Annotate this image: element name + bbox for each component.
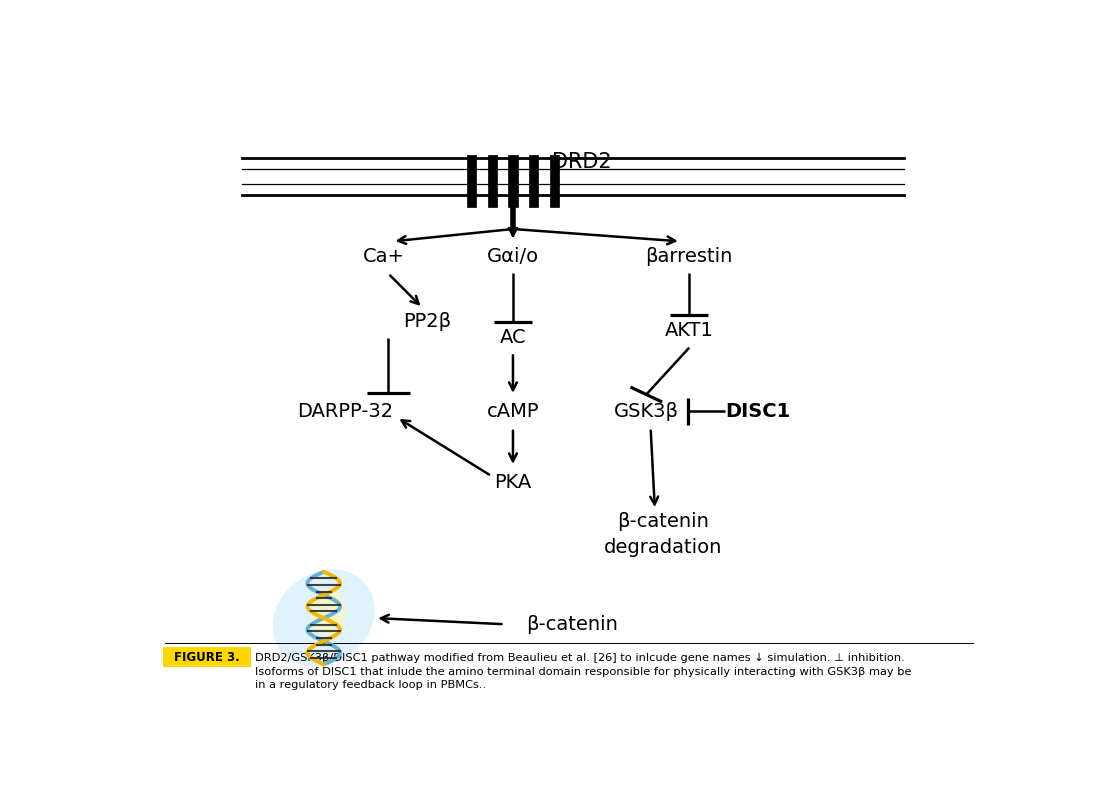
Text: cAMP: cAMP xyxy=(486,402,539,421)
Bar xyxy=(467,155,476,208)
Text: Ca+: Ca+ xyxy=(363,247,405,266)
Ellipse shape xyxy=(273,569,375,666)
Text: PP2β: PP2β xyxy=(403,312,451,331)
Bar xyxy=(508,155,517,208)
Ellipse shape xyxy=(310,589,346,635)
Bar xyxy=(487,155,497,208)
Text: in a regulatory feedback loop in PBMCs..: in a regulatory feedback loop in PBMCs.. xyxy=(255,680,486,691)
Text: DRD2: DRD2 xyxy=(552,152,612,172)
Text: AC: AC xyxy=(500,327,526,346)
FancyBboxPatch shape xyxy=(163,647,251,667)
Text: DARPP-32: DARPP-32 xyxy=(297,402,393,421)
Text: β-catenin
degradation: β-catenin degradation xyxy=(604,512,723,557)
Bar xyxy=(528,155,538,208)
Text: PKA: PKA xyxy=(494,472,532,492)
Text: Isoforms of DISC1 that inlude the amino terminal domain responsible for physical: Isoforms of DISC1 that inlude the amino … xyxy=(255,666,911,677)
Text: β-catenin: β-catenin xyxy=(526,615,618,634)
Text: Gαi/o: Gαi/o xyxy=(487,247,539,266)
Text: DISC1: DISC1 xyxy=(726,402,790,421)
Bar xyxy=(549,155,559,208)
Text: GSK3β: GSK3β xyxy=(614,402,679,421)
Text: AKT1: AKT1 xyxy=(665,322,714,340)
Text: βarrestin: βarrestin xyxy=(646,247,733,266)
Text: DRD2/GSK3β/DISC1 pathway modified from Beaulieu et al. [26] to inlcude gene name: DRD2/GSK3β/DISC1 pathway modified from B… xyxy=(255,653,905,663)
Text: FIGURE 3.: FIGURE 3. xyxy=(174,651,240,664)
